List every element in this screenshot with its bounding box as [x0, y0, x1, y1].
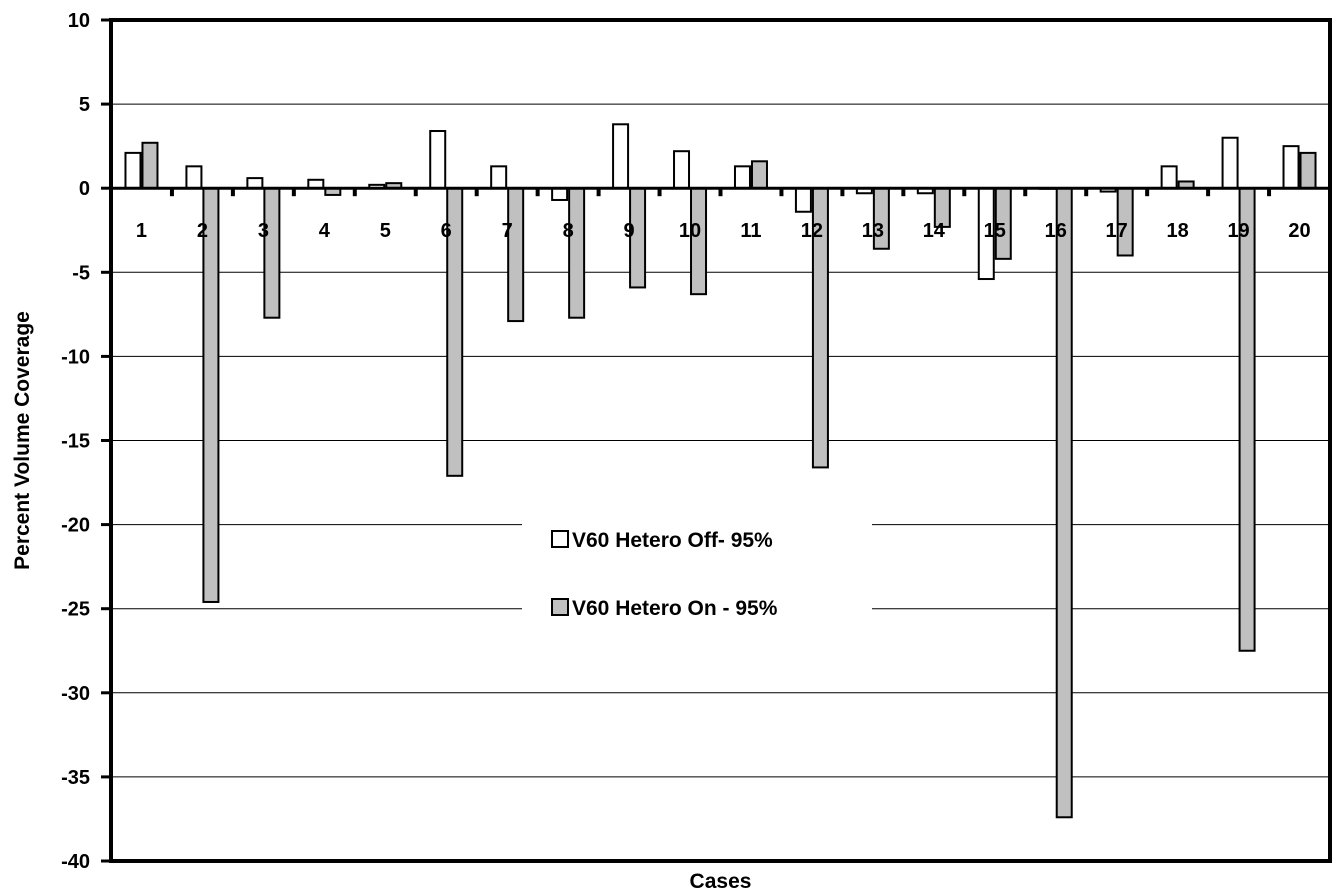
- bar-hetero-off: [1160, 165, 1178, 190]
- y-tick-label: 5: [79, 94, 90, 116]
- y-tick-label: -20: [61, 515, 90, 537]
- x-tick-label: 16: [1045, 220, 1067, 242]
- x-tick-label: 10: [679, 220, 701, 242]
- y-tick-label: -35: [61, 767, 90, 789]
- bar-hetero-off: [1221, 136, 1239, 190]
- bar-hetero-on: [750, 160, 768, 190]
- bar-hetero-on: [507, 187, 525, 323]
- legend-background: [522, 510, 872, 640]
- legend-label-hetero-off: V60 Hetero Off- 95%: [572, 529, 773, 552]
- bar-hetero-off: [429, 130, 447, 190]
- bar-hetero-off: [794, 187, 812, 213]
- x-tick-label: 15: [984, 220, 1006, 242]
- bar-hetero-on: [1299, 151, 1317, 190]
- x-tick-label: 14: [923, 220, 946, 242]
- bar-hetero-on: [202, 187, 220, 603]
- bar-hetero-off: [185, 165, 203, 190]
- y-tick-label: -40: [61, 851, 90, 873]
- x-tick-label: 6: [441, 220, 452, 242]
- y-tick-label: 0: [79, 178, 90, 200]
- x-tick-label: 2: [197, 220, 208, 242]
- bar-hetero-off: [733, 165, 751, 190]
- bar-hetero-off: [124, 151, 142, 190]
- y-tick-label: -25: [61, 599, 90, 621]
- x-tick-label: 8: [563, 220, 574, 242]
- x-tick-label: 18: [1167, 220, 1189, 242]
- x-axis-title: Cases: [690, 870, 752, 892]
- bar-hetero-off: [246, 177, 264, 190]
- y-axis-title: Percent Volume Coverage: [11, 311, 34, 570]
- x-tick-label: 1: [136, 220, 147, 242]
- x-tick-label: 20: [1288, 220, 1310, 242]
- bars: [124, 123, 1317, 819]
- bar-hetero-off: [1282, 145, 1300, 190]
- y-tick-label: 10: [68, 10, 90, 32]
- bar-hetero-on: [263, 187, 281, 319]
- axes: [111, 186, 1330, 197]
- y-tick-label: -5: [72, 262, 90, 284]
- bar-hetero-off: [490, 165, 508, 190]
- legend: V60 Hetero Off- 95% V60 Hetero On - 95%: [522, 510, 872, 640]
- x-tick-label: 3: [258, 220, 269, 242]
- bar-hetero-off: [551, 187, 569, 201]
- x-tick-label: 17: [1106, 220, 1128, 242]
- bar-hetero-on: [1055, 187, 1073, 819]
- x-tick-label: 13: [862, 220, 884, 242]
- bar-hetero-on: [141, 141, 159, 190]
- plot-area-border: [109, 18, 1332, 863]
- x-tick-label: 7: [502, 220, 513, 242]
- x-tick-label: 9: [624, 220, 635, 242]
- bar-hetero-on: [1238, 187, 1256, 652]
- x-tick-label: 4: [319, 220, 331, 242]
- bar-hetero-on: [568, 187, 586, 319]
- legend-swatch-hetero-off: [551, 530, 569, 548]
- legend-label-hetero-on: V60 Hetero On - 95%: [572, 597, 778, 620]
- x-tick-label: 19: [1227, 220, 1249, 242]
- gridlines: [101, 18, 1330, 863]
- legend-swatch-hetero-on: [551, 598, 569, 616]
- y-tick-label: -15: [61, 431, 90, 453]
- y-tick-label: -30: [61, 683, 90, 705]
- x-tick-label: 5: [380, 220, 391, 242]
- bar-hetero-off: [673, 150, 691, 190]
- x-tick-label: 12: [801, 220, 823, 242]
- x-tick-label: 11: [740, 220, 761, 242]
- bar-hetero-off: [612, 123, 630, 190]
- y-tick-label: -10: [61, 346, 90, 368]
